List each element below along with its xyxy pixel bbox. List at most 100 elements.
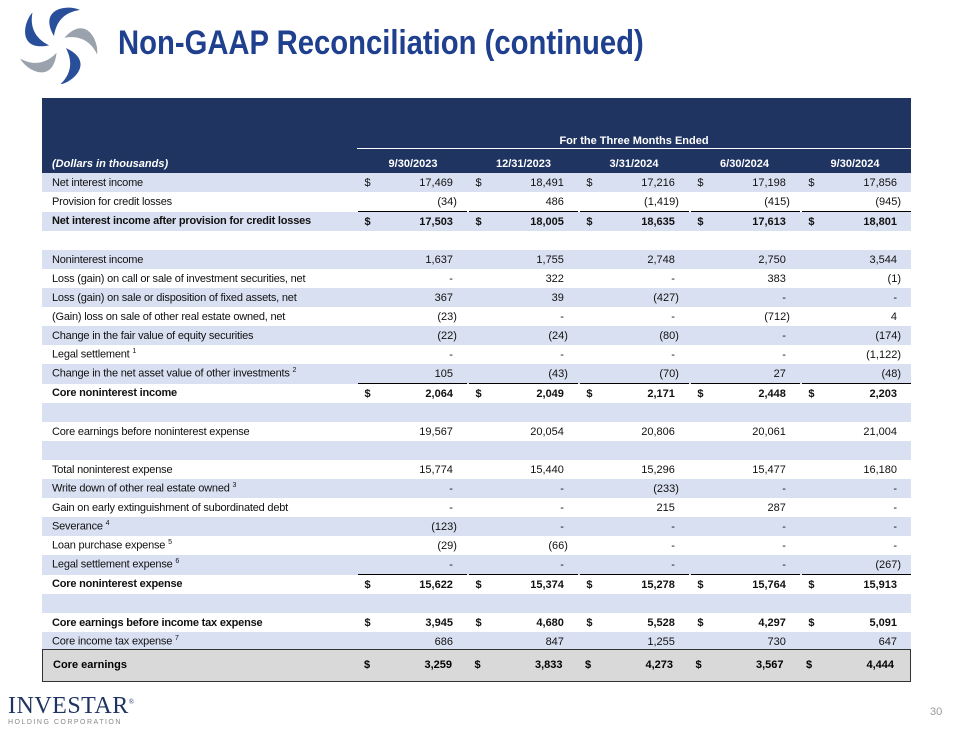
cell-value: -	[497, 479, 578, 498]
cell-value: 4,680	[536, 616, 564, 629]
cell-value: 2,203	[830, 383, 911, 403]
cell-value	[830, 594, 911, 613]
cell-value: 15,278	[608, 574, 689, 594]
currency-symbol	[469, 326, 498, 345]
cell-value	[386, 403, 467, 422]
table-row: Core income tax expense 7 686 847 1,255 730 6…	[42, 632, 911, 651]
cell-value: (48)	[830, 364, 911, 384]
period-span-title: For the Three Months Ended	[559, 135, 709, 147]
cell-value: -	[893, 539, 897, 552]
cell-value: 19,567	[419, 425, 453, 438]
currency-symbol	[358, 632, 387, 651]
currency-symbol	[802, 498, 830, 517]
currency-symbol: $	[585, 659, 592, 671]
currency-symbol: $	[586, 616, 593, 629]
currency-symbol	[691, 498, 719, 517]
cell-value: 17,469	[386, 173, 467, 192]
currency-symbol	[358, 536, 386, 555]
currency-symbol	[691, 307, 719, 326]
currency-symbol	[469, 517, 498, 536]
cell-value	[831, 231, 911, 250]
cell-value: -	[608, 517, 689, 536]
cell-value: 322	[545, 272, 564, 285]
currency-symbol	[802, 250, 831, 269]
currency-symbol: $	[358, 173, 387, 192]
table-row: Loss (gain) on sale or disposition of fi…	[42, 288, 911, 307]
footnote-marker: 6	[175, 558, 180, 566]
cell-value: 215	[656, 501, 675, 514]
row-label: Legal settlement	[52, 348, 130, 361]
table-row: Total noninterest expense 15,774 15,440 15,…	[42, 460, 911, 479]
core-earnings-value: 4,444	[866, 659, 894, 671]
currency-symbol	[802, 403, 831, 422]
currency-symbol	[358, 231, 386, 250]
currency-symbol: $	[358, 574, 387, 594]
cell-value: (23)	[437, 310, 457, 323]
cell-value: (1,122)	[866, 348, 901, 361]
currency-symbol	[802, 231, 830, 250]
table-row: Provision for credit losses (34) 486 (1,419…	[42, 192, 911, 212]
row-label: Net interest income	[52, 176, 143, 189]
cell-value	[608, 594, 689, 613]
footnote-marker: 4	[105, 520, 110, 528]
cell-value: 18,005	[497, 211, 578, 231]
currency-symbol	[802, 536, 830, 555]
cell-value: -	[386, 555, 467, 575]
cell-value: -	[671, 539, 675, 552]
currency-symbol	[802, 307, 830, 326]
core-earnings-value: 3,259	[424, 659, 452, 671]
row-label: Legal settlement expense	[52, 559, 173, 572]
row-label: Loss (gain) on call or sale of investmen…	[52, 272, 306, 285]
currency-symbol: $	[691, 383, 720, 403]
currency-symbol	[802, 422, 830, 441]
currency-symbol	[358, 364, 387, 384]
currency-symbol	[691, 345, 719, 364]
cell-value: 3,544	[830, 250, 911, 269]
currency-symbol	[469, 231, 497, 250]
currency-symbol	[691, 536, 719, 555]
cell-value: 15,774	[419, 463, 453, 476]
currency-symbol	[358, 403, 387, 422]
table-row	[42, 231, 911, 250]
row-label: Core income tax expense	[52, 635, 173, 648]
currency-symbol	[691, 269, 719, 288]
currency-symbol	[691, 326, 720, 345]
cell-value: (427)	[608, 288, 689, 307]
cell-value: 2,171	[608, 383, 689, 403]
currency-symbol	[802, 479, 831, 498]
cell-value: -	[560, 348, 564, 361]
cell-value: 17,856	[830, 173, 911, 192]
currency-symbol	[469, 250, 498, 269]
currency-symbol	[691, 517, 720, 536]
footnote-marker: 1	[132, 348, 137, 356]
cell-value: 17,198	[719, 173, 800, 192]
cell-value: 1,755	[497, 250, 578, 269]
row-label: Loss (gain) on sale or disposition of fi…	[52, 291, 297, 304]
currency-symbol	[691, 555, 720, 575]
currency-symbol: $	[475, 616, 482, 629]
cell-value: 367	[386, 288, 467, 307]
footnote-marker: 5	[168, 539, 172, 547]
currency-symbol: $	[691, 574, 720, 594]
column-header-date: 9/30/2023	[388, 158, 438, 170]
page-title: Non-GAAP Reconciliation (continued)	[118, 24, 644, 62]
cell-value	[608, 403, 689, 422]
currency-symbol	[358, 307, 386, 326]
currency-symbol	[469, 479, 498, 498]
cell-value: 17,613	[719, 211, 800, 231]
currency-symbol	[580, 269, 608, 288]
row-label: Core noninterest expense	[52, 578, 183, 591]
cell-value: 20,054	[530, 425, 564, 438]
cell-value: 18,635	[608, 211, 689, 231]
row-label: Change in the net asset value of other i…	[52, 368, 290, 381]
currency-symbol	[802, 632, 831, 651]
footnote-marker: 3	[232, 482, 237, 490]
table-row: Legal settlement 1 - - - - (1,122)	[42, 345, 911, 364]
currency-symbol: $	[469, 574, 498, 594]
currency-symbol	[802, 555, 831, 575]
row-label: Gain on early extinguishment of subordin…	[52, 501, 289, 514]
currency-symbol	[358, 479, 387, 498]
row-label: Change in the fair value of equity secur…	[52, 329, 254, 342]
cell-value: (174)	[830, 326, 911, 345]
currency-symbol	[580, 326, 609, 345]
